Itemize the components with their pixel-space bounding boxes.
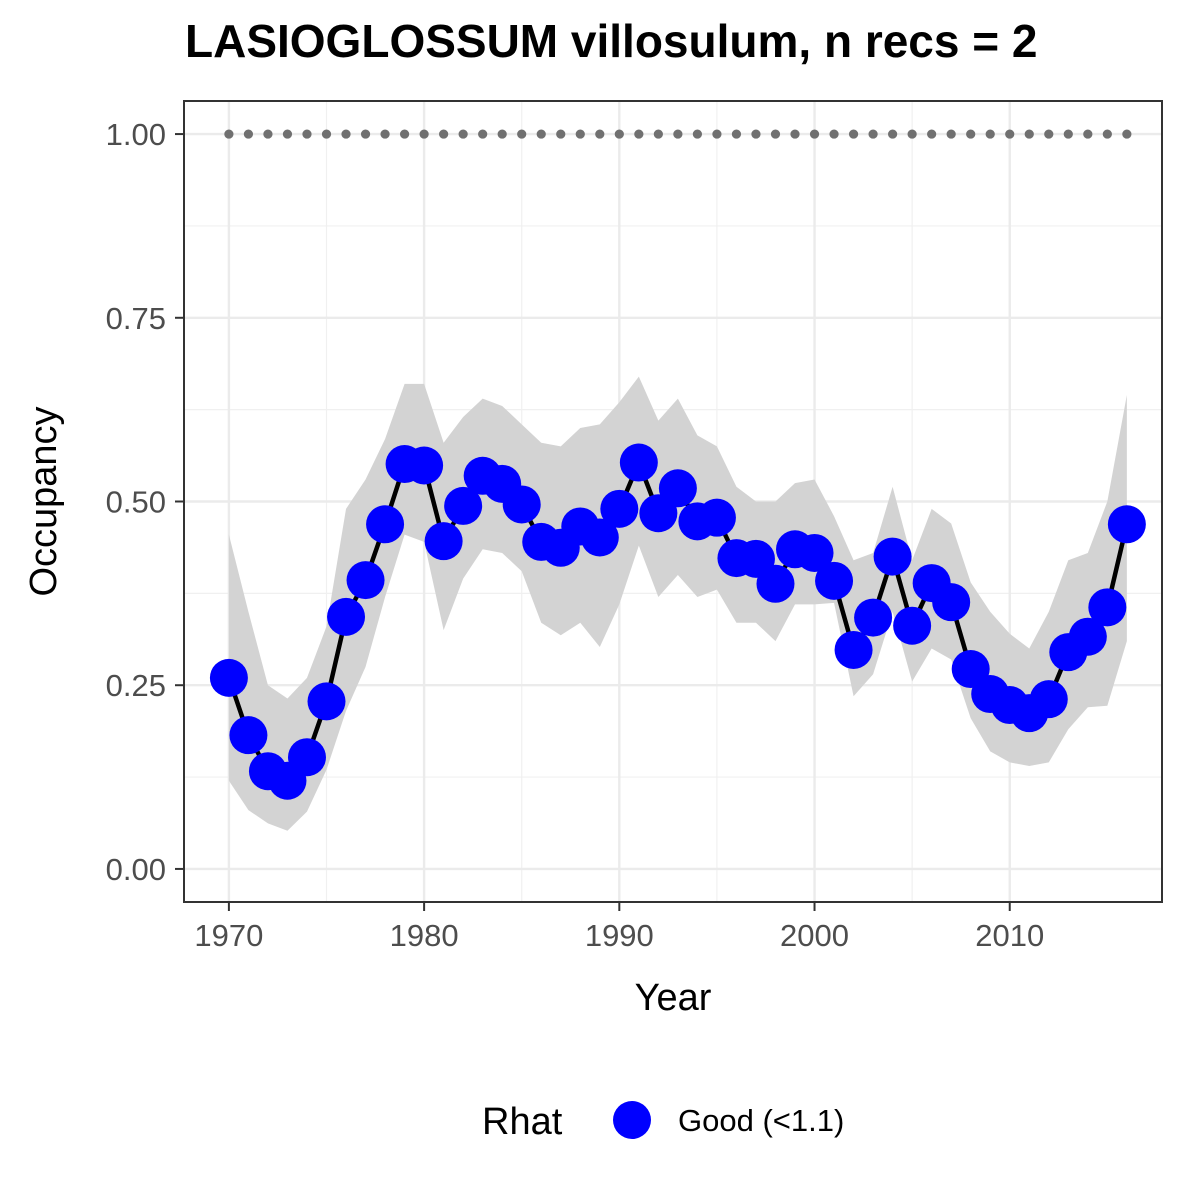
reference-dot <box>575 129 585 139</box>
data-point <box>327 597 366 636</box>
data-point <box>600 489 639 528</box>
data-point <box>1068 617 1107 656</box>
reference-dot <box>439 129 449 139</box>
data-point <box>1088 588 1127 627</box>
data-point <box>346 561 385 600</box>
data-point <box>658 469 697 508</box>
reference-dot <box>556 129 566 139</box>
reference-dot <box>341 129 351 139</box>
reference-dot <box>966 129 976 139</box>
reference-dot <box>282 129 293 139</box>
reference-dot <box>360 129 371 139</box>
reference-dot <box>712 129 722 139</box>
data-point <box>893 606 932 645</box>
reference-dot <box>770 129 781 139</box>
data-point <box>854 598 893 637</box>
legend: Rhat Good (<1.1) <box>482 1101 844 1143</box>
reference-dot <box>1083 129 1093 139</box>
reference-dot <box>751 129 761 139</box>
reference-dot <box>692 129 703 139</box>
data-point <box>287 738 326 777</box>
legend-label-good: Good (<1.1) <box>678 1103 844 1138</box>
data-point <box>619 443 658 482</box>
reference-dot <box>927 129 937 139</box>
reference-dot <box>731 129 742 139</box>
data-point <box>502 485 541 524</box>
data-point <box>795 533 834 572</box>
reference-dot <box>888 129 898 139</box>
data-point <box>229 716 268 755</box>
reference-dot <box>497 129 507 139</box>
x-axis-title: Year <box>635 977 712 1019</box>
legend-key-good <box>613 1101 651 1139</box>
x-tick-label: 2000 <box>780 918 849 953</box>
data-point <box>307 682 346 721</box>
reference-dot <box>1102 129 1112 139</box>
reference-dot <box>1044 129 1054 139</box>
y-tick-label: 0.00 <box>106 852 166 887</box>
y-tick-label: 0.50 <box>106 485 166 520</box>
reference-dot <box>224 129 234 139</box>
reference-dot <box>263 129 273 139</box>
data-point <box>697 498 736 537</box>
reference-dot <box>243 129 254 139</box>
reference-dot <box>907 129 917 139</box>
data-point <box>873 537 912 576</box>
reference-dot <box>790 129 800 139</box>
reference-dot <box>458 129 468 139</box>
reference-dot <box>595 129 605 139</box>
reference-dot <box>848 129 859 139</box>
data-point <box>580 518 619 557</box>
reference-dot <box>868 129 878 139</box>
reference-dot <box>829 129 839 139</box>
reference-dot <box>614 129 624 139</box>
data-point <box>1029 680 1068 719</box>
data-point <box>444 486 483 525</box>
reference-dot <box>673 129 683 139</box>
data-point <box>834 630 873 669</box>
reference-dot <box>399 129 410 139</box>
data-point <box>424 522 463 561</box>
reference-dot <box>302 129 312 139</box>
data-point <box>366 505 405 544</box>
reference-dot <box>419 129 429 139</box>
reference-dot <box>653 129 663 139</box>
chart-title: LASIOGLOSSUM villosulum, n recs = 2 <box>185 15 1038 67</box>
credible-interval-ribbon-layer <box>228 376 1127 831</box>
data-point <box>756 564 795 603</box>
x-tick-label: 1990 <box>585 918 654 953</box>
y-tick-label: 1.00 <box>106 117 166 152</box>
y-tick-label: 0.75 <box>106 301 166 336</box>
reference-dot <box>1024 129 1034 139</box>
reference-dot <box>946 129 956 139</box>
legend-title: Rhat <box>482 1101 563 1143</box>
credible-interval-ribbon <box>228 376 1127 831</box>
reference-dot <box>985 129 995 139</box>
data-point <box>209 658 248 697</box>
x-tick-label: 1980 <box>390 918 459 953</box>
reference-dot <box>478 129 488 139</box>
reference-dot <box>517 129 527 139</box>
data-point <box>1107 505 1146 544</box>
reference-dot <box>634 129 644 139</box>
data-point <box>932 583 971 622</box>
data-points-layer <box>209 443 1146 800</box>
axis-layer: 1970 1980 1990 2000 2010 0.00 0.25 0.50 0.75 1.00 <box>106 117 1045 953</box>
reference-dot <box>1005 129 1015 139</box>
reference-dot <box>1122 129 1132 139</box>
reference-dot <box>536 129 546 139</box>
reference-dot <box>1063 129 1073 139</box>
x-tick-label: 1970 <box>194 918 263 953</box>
data-point <box>815 561 854 600</box>
y-tick-label: 0.25 <box>106 668 166 703</box>
x-tick-label: 2010 <box>975 918 1044 953</box>
y-axis-title: Occupancy <box>23 406 65 596</box>
reference-dot <box>321 129 332 139</box>
data-point <box>405 446 444 485</box>
reference-dot <box>809 129 820 139</box>
reference-dot <box>380 129 390 139</box>
reference-line-layer <box>224 129 1132 139</box>
